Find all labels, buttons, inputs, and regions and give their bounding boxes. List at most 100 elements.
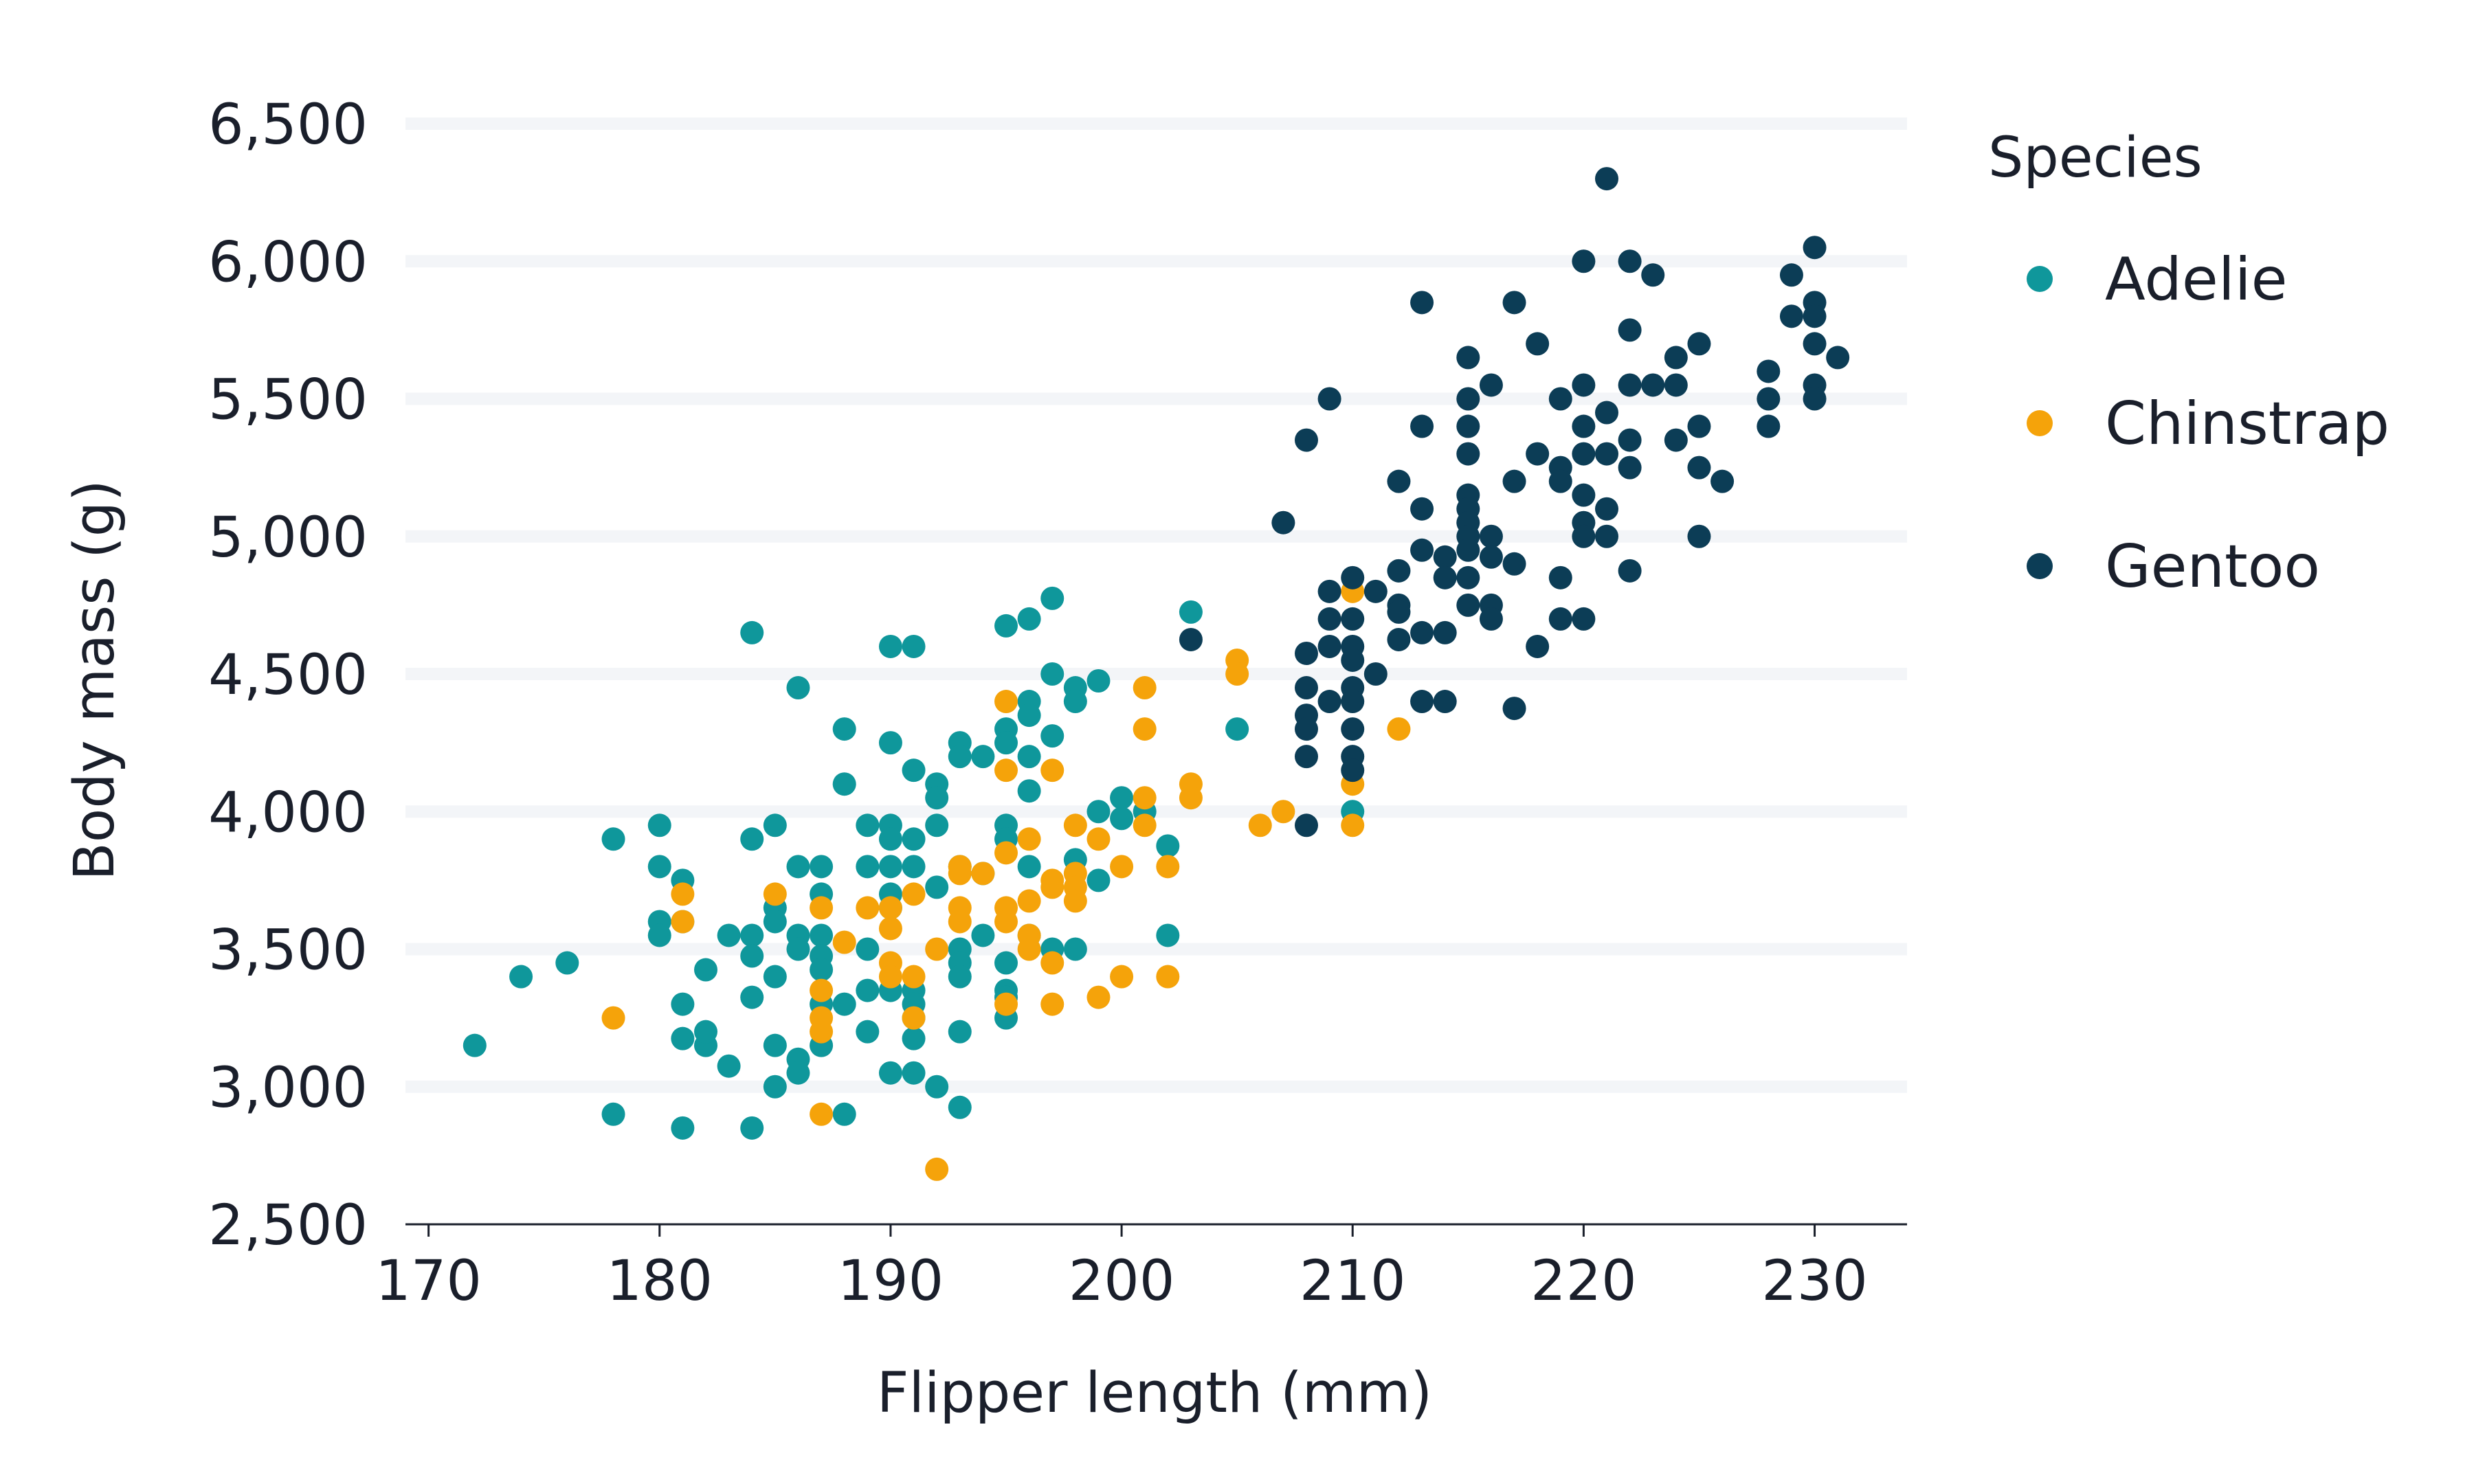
data-point	[1040, 875, 1065, 899]
y-tick-label: 3,500	[208, 919, 368, 983]
data-point	[1156, 923, 1180, 947]
data-point	[763, 965, 787, 989]
data-point	[671, 882, 695, 906]
data-point	[1433, 545, 1457, 569]
data-point	[717, 1054, 741, 1078]
data-point	[1572, 524, 1596, 548]
data-point	[1456, 538, 1480, 562]
x-tick-label: 230	[1761, 1249, 1868, 1314]
data-point	[1156, 834, 1180, 858]
legend-item-chinstrap: Chinstrap	[2027, 390, 2389, 458]
data-point	[1526, 332, 1550, 356]
data-point	[1040, 758, 1065, 783]
data-point	[1017, 779, 1041, 803]
data-point	[1641, 263, 1665, 287]
data-point	[740, 944, 764, 968]
data-point	[1295, 717, 1318, 741]
data-point	[1179, 600, 1203, 624]
data-point	[971, 923, 995, 947]
data-point	[878, 855, 902, 879]
data-point	[925, 875, 949, 899]
data-point	[717, 923, 741, 947]
data-point	[1595, 442, 1618, 466]
data-point	[1687, 524, 1711, 548]
data-point	[994, 841, 1018, 865]
y-axis: 2,500 3,000 3,500 4,000 4,500 5,000 5,500 6,000…	[208, 93, 368, 1258]
data-point	[856, 813, 880, 837]
grid-lines	[405, 117, 1907, 1093]
data-point	[1595, 167, 1618, 191]
series-gentoo	[1179, 167, 1850, 837]
data-point	[878, 634, 902, 658]
data-point	[1040, 662, 1065, 686]
legend-label: Gentoo	[2105, 532, 2320, 601]
data-point	[1295, 428, 1318, 452]
x-axis-title: Flipper length (mm)	[877, 1361, 1432, 1426]
legend: Species Adelie Chinstrap Gentoo	[1988, 126, 2389, 601]
data-point	[1572, 607, 1596, 631]
data-point	[832, 992, 856, 1016]
data-points	[463, 167, 1850, 1181]
data-point	[925, 1075, 949, 1099]
data-point	[1664, 428, 1688, 452]
data-point	[671, 910, 695, 934]
data-point	[1479, 607, 1503, 631]
data-point	[647, 855, 671, 879]
y-tick-label: 5,500	[208, 368, 368, 433]
data-point	[1572, 249, 1596, 273]
data-point	[1017, 827, 1041, 851]
data-point	[810, 1102, 834, 1126]
data-point	[994, 690, 1018, 714]
data-point	[1341, 607, 1365, 631]
data-point	[740, 620, 764, 644]
data-point	[1410, 538, 1434, 562]
data-point	[1225, 662, 1249, 686]
data-point	[856, 978, 880, 1002]
legend-label: Chinstrap	[2105, 390, 2389, 458]
data-point	[1572, 373, 1596, 397]
data-point	[1779, 263, 1803, 287]
data-point	[647, 813, 671, 837]
x-tick-label: 220	[1530, 1249, 1637, 1314]
data-point	[1548, 469, 1572, 493]
data-point	[1456, 387, 1480, 411]
data-point	[1063, 813, 1087, 837]
data-point	[1341, 690, 1365, 714]
data-point	[1572, 483, 1596, 507]
data-point	[1502, 697, 1526, 721]
data-point	[1387, 559, 1411, 583]
data-point	[1295, 745, 1318, 769]
data-point	[786, 937, 810, 961]
data-point	[1317, 690, 1341, 714]
data-point	[1156, 855, 1180, 879]
data-point	[1456, 565, 1480, 589]
data-point	[810, 896, 834, 920]
data-point	[1271, 510, 1295, 535]
data-point	[1479, 524, 1503, 548]
legend-marker	[2027, 410, 2053, 436]
data-point	[601, 827, 625, 851]
data-point	[1548, 607, 1572, 631]
data-point	[1110, 786, 1134, 810]
data-point	[1410, 414, 1434, 438]
data-point	[1110, 855, 1134, 879]
data-point	[1133, 813, 1157, 837]
data-point	[1479, 545, 1503, 569]
data-point	[1618, 559, 1642, 583]
x-tick-label: 170	[375, 1249, 482, 1314]
data-point	[810, 1020, 834, 1044]
data-point	[832, 930, 856, 954]
data-point	[1317, 607, 1341, 631]
data-point	[1086, 800, 1111, 824]
data-point	[1133, 786, 1157, 810]
data-point	[601, 1006, 625, 1030]
data-point	[1572, 414, 1596, 438]
data-point	[994, 910, 1018, 934]
data-point	[694, 958, 717, 982]
data-point	[740, 827, 764, 851]
data-point	[925, 937, 949, 961]
data-point	[1133, 717, 1157, 741]
y-tick-label: 5,000	[208, 506, 368, 570]
y-axis-title: Body mass (g)	[63, 480, 127, 881]
data-point	[1363, 579, 1388, 603]
